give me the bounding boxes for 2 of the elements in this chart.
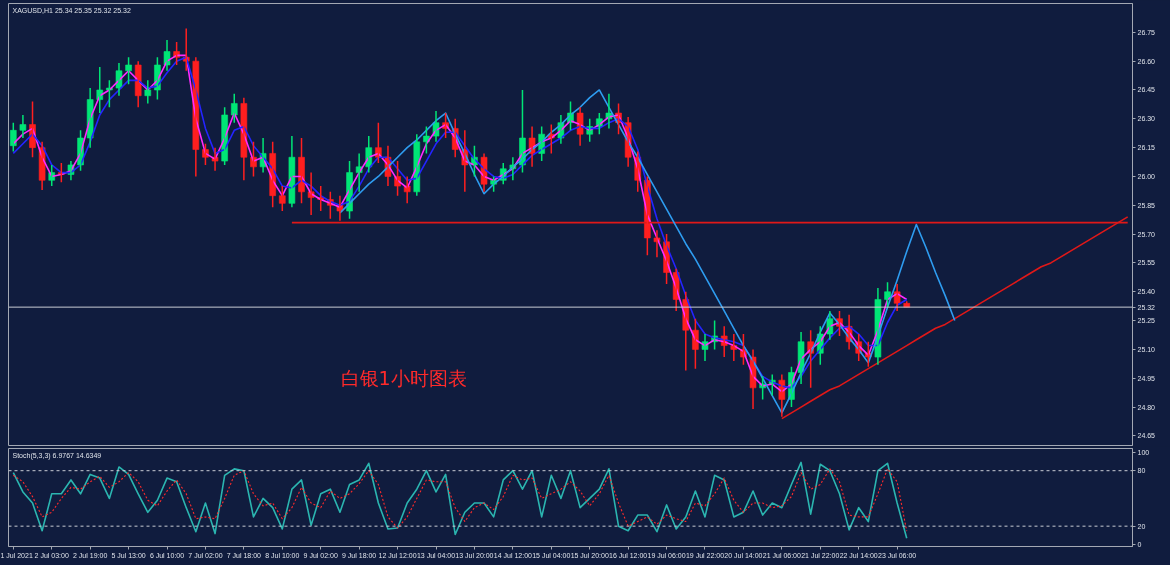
line-series [12, 468, 908, 532]
line-series [12, 461, 908, 539]
